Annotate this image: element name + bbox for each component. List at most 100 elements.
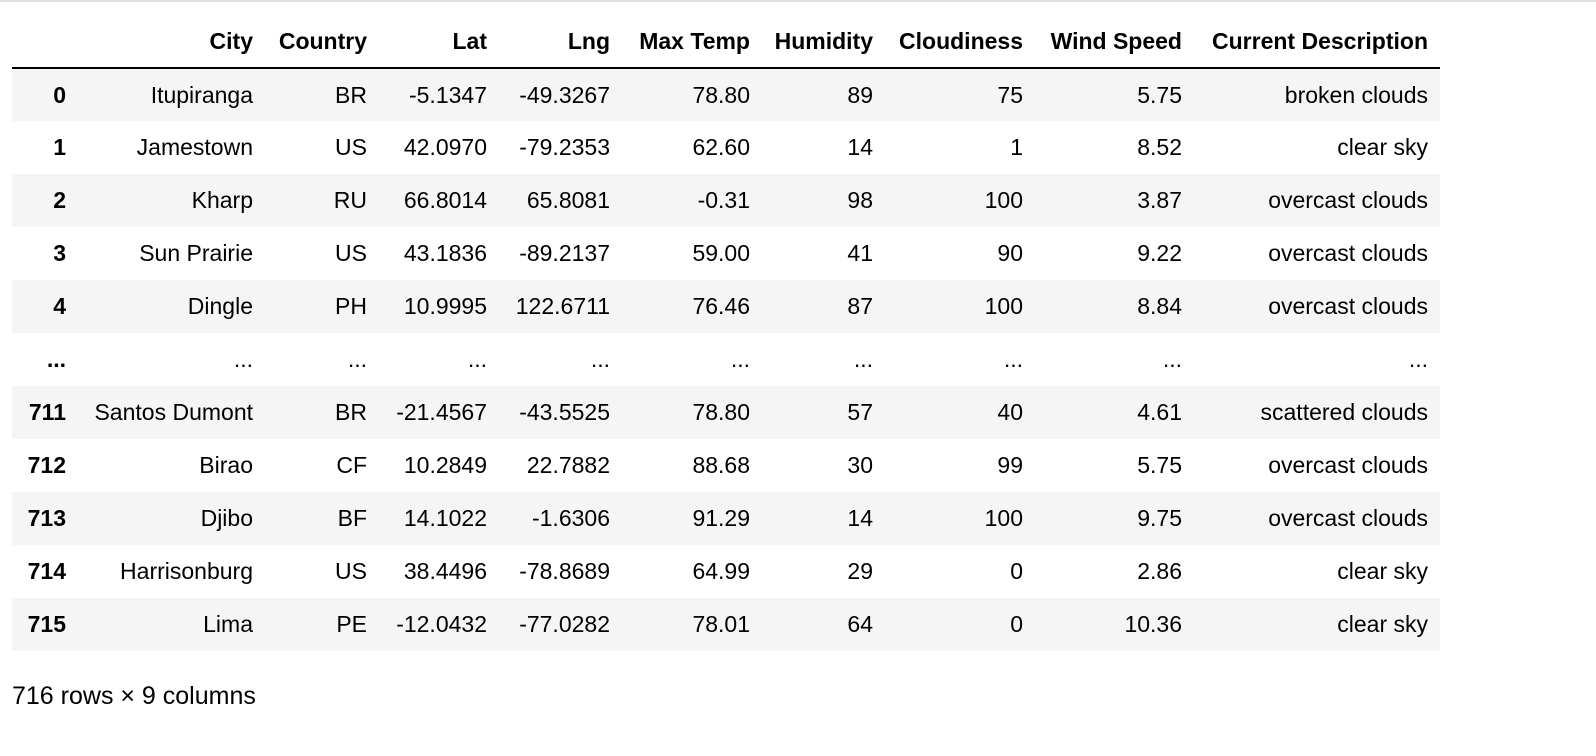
cell-cloudiness: 1 xyxy=(1010,134,1023,160)
cell-cloudiness: 90 xyxy=(997,240,1023,266)
row-index: 711 xyxy=(28,399,66,425)
header-city: City xyxy=(78,16,265,69)
table-row: 713 Djibo BF 14.1022 -1.6306 91.29 14 10… xyxy=(12,492,1440,545)
row-index: 714 xyxy=(27,558,66,584)
cell-lng: -89.2137 xyxy=(519,240,610,266)
row-index: 3 xyxy=(53,240,66,266)
cell-lng: -49.3267 xyxy=(519,81,610,108)
cell-lng: 122.6711 xyxy=(515,293,610,319)
table-row: 711 Santos Dumont BR -21.4567 -43.5525 7… xyxy=(12,386,1440,439)
cell-max-temp: 91.29 xyxy=(692,505,750,531)
cell-country: BR xyxy=(335,399,367,425)
row-index: 715 xyxy=(27,611,66,637)
cell-humidity: 41 xyxy=(847,240,873,266)
cell-humidity: 29 xyxy=(847,558,873,584)
table-row: 714 Harrisonburg US 38.4496 -78.8689 64.… xyxy=(12,545,1440,598)
cell-lng: -79.2353 xyxy=(519,134,610,160)
cell-city: Birao xyxy=(199,452,253,478)
cell-max-temp: 64.99 xyxy=(692,558,750,584)
cell-current-description: broken clouds xyxy=(1284,81,1428,108)
cell-lng: 65.8081 xyxy=(526,187,610,213)
header-lat: Lat xyxy=(379,16,499,69)
row-index: 0 xyxy=(53,81,66,108)
cell-humidity: 57 xyxy=(847,399,873,425)
cell-country: BR xyxy=(335,81,367,108)
row-index: 2 xyxy=(53,187,66,213)
table-row: 2 Kharp RU 66.8014 65.8081 -0.31 98 100 … xyxy=(12,174,1440,227)
cell-cloudiness: 40 xyxy=(997,399,1023,425)
cell-country: PE xyxy=(336,611,367,637)
cell-current-description: clear sky xyxy=(1337,611,1428,637)
cell-lat: -21.4567 xyxy=(396,399,487,425)
cell-city: Kharp xyxy=(191,187,253,213)
cell-max-temp: -0.31 xyxy=(697,187,750,213)
cell-lat: 14.1022 xyxy=(403,505,487,531)
cell-wind-speed: 3.87 xyxy=(1137,187,1182,213)
cell-lat: -12.0432 xyxy=(396,611,487,637)
dataframe-shape-summary: 716 rows × 9 columns xyxy=(12,682,256,710)
cell-current-description: clear sky xyxy=(1337,558,1428,584)
cell-country: BF xyxy=(337,505,367,531)
header-current-description: Current Description xyxy=(1194,16,1440,69)
cell-country: PH xyxy=(335,293,367,319)
cell-wind-speed: 8.84 xyxy=(1137,293,1182,319)
cell-humidity: 87 xyxy=(847,293,873,319)
cell-wind-speed: ... xyxy=(1162,346,1182,372)
cell-current-description: ... xyxy=(1408,346,1428,372)
cell-max-temp: 78.01 xyxy=(692,611,750,637)
cell-city: Dingle xyxy=(187,293,253,319)
cell-city: ... xyxy=(233,346,253,372)
cell-humidity: 30 xyxy=(847,452,873,478)
cell-current-description: overcast clouds xyxy=(1268,187,1428,213)
cell-lat: 42.0970 xyxy=(403,134,487,160)
cell-wind-speed: 9.75 xyxy=(1137,505,1182,531)
table-row: 1 Jamestown US 42.0970 -79.2353 62.60 14… xyxy=(12,121,1440,174)
cell-wind-speed: 4.61 xyxy=(1137,399,1182,425)
header-index xyxy=(12,16,78,69)
cell-country: ... xyxy=(347,346,367,372)
table-row: 712 Birao CF 10.2849 22.7882 88.68 30 99… xyxy=(12,439,1440,492)
cell-wind-speed: 5.75 xyxy=(1137,81,1182,108)
cell-cloudiness: ... xyxy=(1003,346,1023,372)
cell-city: Jamestown xyxy=(136,134,253,160)
header-country: Country xyxy=(265,16,379,69)
cell-lat: 10.9995 xyxy=(403,293,487,319)
cell-current-description: overcast clouds xyxy=(1268,293,1428,319)
cell-country: US xyxy=(335,558,367,584)
table-row: 4 Dingle PH 10.9995 122.6711 76.46 87 10… xyxy=(12,280,1440,333)
cell-lat: -5.1347 xyxy=(408,81,487,108)
cell-lat: 66.8014 xyxy=(403,187,487,213)
cell-lng: -77.0282 xyxy=(519,611,610,637)
row-index: 712 xyxy=(27,452,66,478)
cell-city: Djibo xyxy=(200,505,253,531)
cell-lat: ... xyxy=(467,346,487,372)
cell-humidity: 14 xyxy=(847,134,873,160)
cell-country: CF xyxy=(336,452,367,478)
cell-city: Harrisonburg xyxy=(120,558,253,584)
cell-city: Sun Prairie xyxy=(139,240,253,266)
dataframe-output: City Country Lat Lng Max Temp Humidity C… xyxy=(12,16,1440,651)
cell-lng: -1.6306 xyxy=(531,505,610,531)
cell-top-border xyxy=(0,0,1596,2)
cell-current-description: overcast clouds xyxy=(1268,505,1428,531)
cell-current-description: overcast clouds xyxy=(1268,452,1428,478)
cell-max-temp: 78.80 xyxy=(692,399,750,425)
cell-current-description: clear sky xyxy=(1337,134,1428,160)
cell-cloudiness: 100 xyxy=(984,505,1023,531)
cell-lng: -43.5525 xyxy=(519,399,610,425)
row-index: 4 xyxy=(53,293,66,319)
table-row-ellipsis: ... ... ... ... ... ... ... ... ... ... xyxy=(12,333,1440,386)
header-humidity: Humidity xyxy=(762,16,885,69)
row-index: 1 xyxy=(53,134,66,160)
table-row: 3 Sun Prairie US 43.1836 -89.2137 59.00 … xyxy=(12,227,1440,280)
cell-max-temp: 78.80 xyxy=(692,81,750,108)
cell-humidity: 14 xyxy=(847,505,873,531)
cell-cloudiness: 0 xyxy=(1010,611,1023,637)
cell-max-temp: 88.68 xyxy=(692,452,750,478)
table-body: 0 Itupiranga BR -5.1347 -49.3267 78.80 8… xyxy=(12,68,1440,651)
cell-wind-speed: 5.75 xyxy=(1137,452,1182,478)
header-wind-speed: Wind Speed xyxy=(1035,16,1194,69)
cell-country: US xyxy=(335,134,367,160)
cell-humidity: ... xyxy=(853,346,873,372)
cell-cloudiness: 100 xyxy=(984,187,1023,213)
